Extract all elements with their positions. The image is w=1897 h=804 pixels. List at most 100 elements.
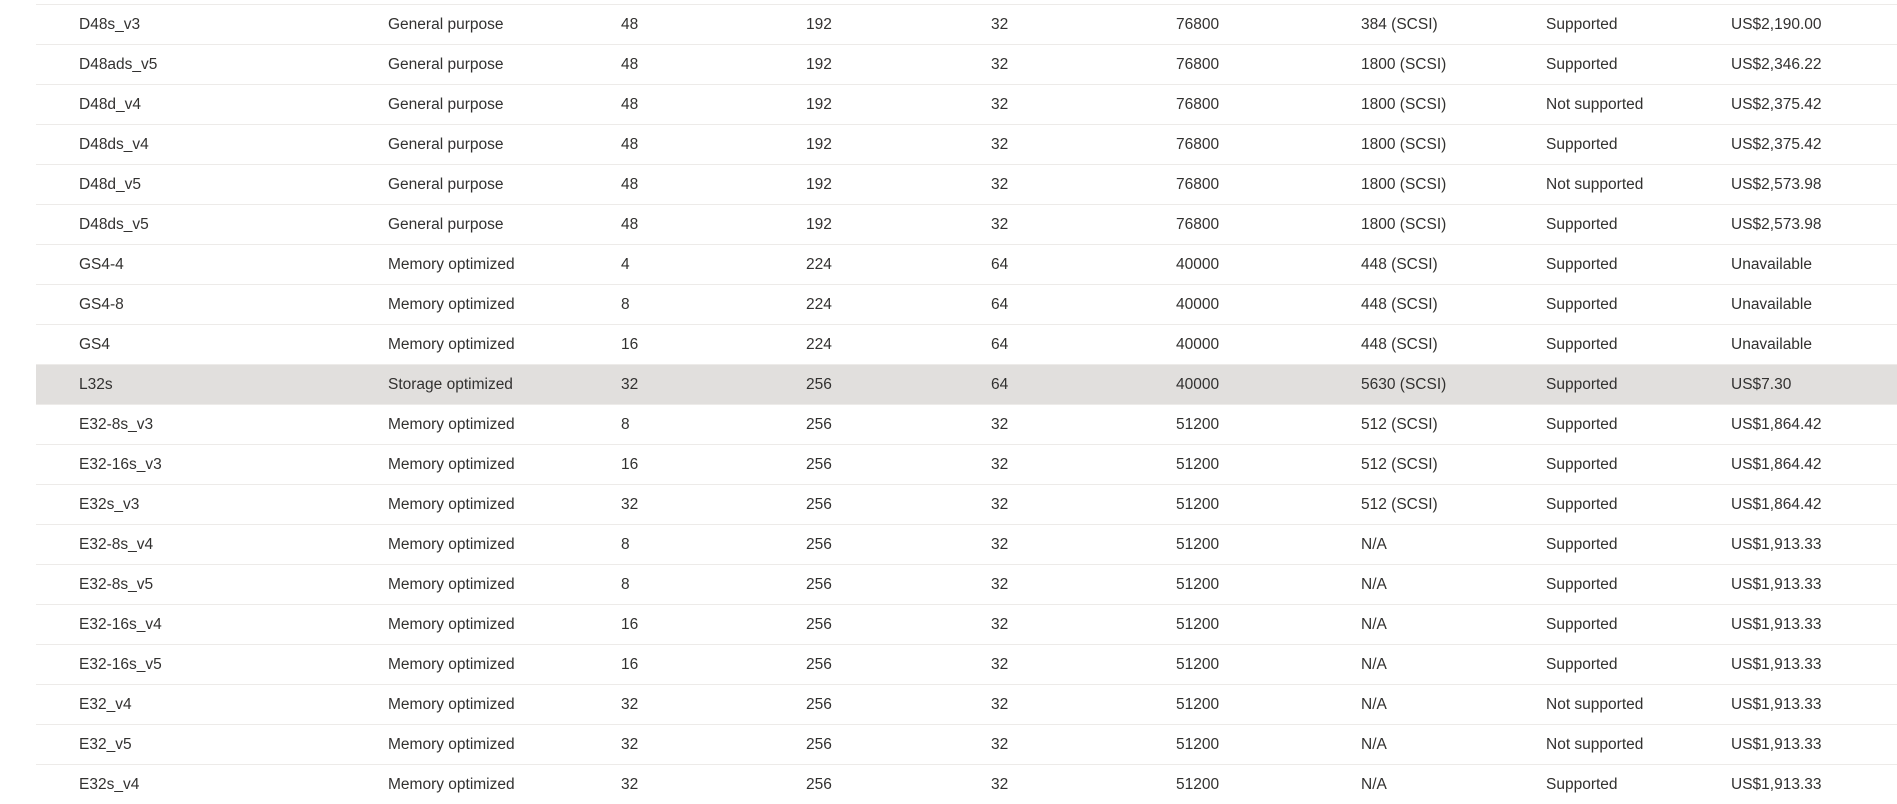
cell-vm-size: D48ds_v4 [79, 136, 149, 153]
cell-max-iops: 40000 [1176, 256, 1220, 273]
table-row[interactable]: D48ds_v5 General purpose 48 192 32 76800 1800 … [36, 204, 1897, 244]
table-row[interactable]: E32-16s_v3 Memory optimized 16 256 32 51200 51… [36, 444, 1897, 484]
cell-cost: US$2,375.42 [1731, 136, 1822, 153]
cell-cost: US$1,864.42 [1731, 456, 1822, 473]
table-row[interactable]: E32s_v3 Memory optimized 32 256 32 51200 512 (… [36, 484, 1897, 524]
cell-temp-storage: 512 (SCSI) [1361, 496, 1438, 513]
cell-cost: US$1,913.33 [1731, 696, 1822, 713]
table-row[interactable]: D48d_v4 General purpose 48 192 32 76800 1800 (… [36, 84, 1897, 124]
cell-cost: US$7.30 [1731, 376, 1792, 393]
cell-premium-disk: Supported [1546, 376, 1618, 393]
cell-family: Memory optimized [388, 576, 515, 593]
cell-data-disks: 32 [991, 56, 1009, 73]
cell-data-disks: 32 [991, 456, 1009, 473]
table-row[interactable]: D48d_v5 General purpose 48 192 32 76800 1800 (… [36, 164, 1897, 204]
cell-vm-size: E32-16s_v3 [79, 456, 162, 473]
cell-max-iops: 40000 [1176, 336, 1220, 353]
cell-vm-size: D48ads_v5 [79, 56, 158, 73]
cell-premium-disk: Supported [1546, 456, 1618, 473]
cell-cost: US$2,573.98 [1731, 176, 1822, 193]
cell-data-disks: 32 [991, 136, 1009, 153]
table-row[interactable]: E32-8s_v3 Memory optimized 8 256 32 51200 512 … [36, 404, 1897, 444]
cell-temp-storage: 1800 (SCSI) [1361, 216, 1447, 233]
cell-max-iops: 51200 [1176, 736, 1220, 753]
table-row[interactable]: GS4-8 Memory optimized 8 224 64 40000 448 (SCS… [36, 284, 1897, 324]
cell-premium-disk: Supported [1546, 216, 1618, 233]
cell-ram-gib: 192 [806, 56, 832, 73]
cell-max-iops: 51200 [1176, 576, 1220, 593]
cell-max-iops: 76800 [1176, 176, 1220, 193]
cell-premium-disk: Supported [1546, 656, 1618, 673]
cell-max-iops: 76800 [1176, 96, 1220, 113]
cell-vm-size: E32-8s_v4 [79, 536, 154, 553]
cell-ram-gib: 224 [806, 256, 832, 273]
cell-family: General purpose [388, 56, 504, 73]
cell-premium-disk: Supported [1546, 56, 1618, 73]
cell-family: Memory optimized [388, 616, 515, 633]
cell-vcpus: 48 [621, 216, 639, 233]
cell-max-iops: 40000 [1176, 296, 1220, 313]
cell-ram-gib: 256 [806, 736, 832, 753]
cell-cost: US$1,913.33 [1731, 536, 1822, 553]
cell-ram-gib: 256 [806, 776, 832, 793]
table-row[interactable]: L32s Storage optimized 32 256 64 40000 5630 (S… [36, 364, 1897, 404]
table-row[interactable]: E32_v5 Memory optimized 32 256 32 51200 N/A Not… [36, 724, 1897, 764]
table-row[interactable]: E32-8s_v5 Memory optimized 8 256 32 51200 N/A S… [36, 564, 1897, 604]
table-row[interactable]: E32-16s_v4 Memory optimized 16 256 32 51200 N/… [36, 604, 1897, 644]
cell-family: Memory optimized [388, 296, 515, 313]
cell-ram-gib: 256 [806, 416, 832, 433]
cell-data-disks: 32 [991, 176, 1009, 193]
table-row[interactable]: E32s_v4 Memory optimized 32 256 32 51200 N/A Su… [36, 764, 1897, 804]
cell-family: General purpose [388, 136, 504, 153]
cell-max-iops: 51200 [1176, 776, 1220, 793]
cell-max-iops: 51200 [1176, 616, 1220, 633]
cell-data-disks: 32 [991, 496, 1009, 513]
cell-vcpus: 48 [621, 176, 639, 193]
cell-family: Memory optimized [388, 496, 515, 513]
cell-data-disks: 32 [991, 416, 1009, 433]
table-row[interactable]: E32_v4 Memory optimized 32 256 32 51200 N/A Not… [36, 684, 1897, 724]
cell-data-disks: 32 [991, 696, 1009, 713]
cell-family: General purpose [388, 176, 504, 193]
table-row[interactable]: GS4 Memory optimized 16 224 64 40000 448 (SCSI… [36, 324, 1897, 364]
table-row[interactable]: D48ads_v5 General purpose 48 192 32 76800 1800… [36, 44, 1897, 84]
cell-vm-size: E32-16s_v5 [79, 656, 162, 673]
cell-family: Memory optimized [388, 256, 515, 273]
cell-ram-gib: 256 [806, 616, 832, 633]
cell-vcpus: 32 [621, 696, 639, 713]
cell-ram-gib: 192 [806, 176, 832, 193]
cell-data-disks: 32 [991, 616, 1009, 633]
cell-vcpus: 48 [621, 16, 639, 33]
cell-ram-gib: 192 [806, 216, 832, 233]
table-row[interactable]: D48ds_v4 General purpose 48 192 32 76800 1800 … [36, 124, 1897, 164]
cell-data-disks: 64 [991, 256, 1009, 273]
cell-temp-storage: 384 (SCSI) [1361, 16, 1438, 33]
cell-temp-storage: N/A [1361, 656, 1387, 673]
cell-max-iops: 51200 [1176, 656, 1220, 673]
table-row[interactable]: E32-16s_v5 Memory optimized 16 256 32 51200 N/… [36, 644, 1897, 684]
table-row[interactable]: E32-8s_v4 Memory optimized 8 256 32 51200 N/A S… [36, 524, 1897, 564]
cell-temp-storage: N/A [1361, 736, 1387, 753]
cell-ram-gib: 256 [806, 496, 832, 513]
cell-vcpus: 48 [621, 56, 639, 73]
cell-premium-disk: Not supported [1546, 96, 1644, 113]
cell-ram-gib: 256 [806, 576, 832, 593]
cell-vcpus: 32 [621, 776, 639, 793]
cell-vm-size: E32-8s_v3 [79, 416, 154, 433]
table-row[interactable]: D48s_v3 General purpose 48 192 32 76800 384 (S… [36, 4, 1897, 44]
table-row[interactable]: GS4-4 Memory optimized 4 224 64 40000 448 (SCS… [36, 244, 1897, 284]
cell-vcpus: 8 [621, 576, 630, 593]
cell-vm-size: GS4-8 [79, 296, 124, 313]
cell-vm-size: GS4-4 [79, 256, 124, 273]
cell-premium-disk: Supported [1546, 296, 1618, 313]
cell-max-iops: 51200 [1176, 536, 1220, 553]
cell-data-disks: 64 [991, 376, 1009, 393]
cell-premium-disk: Supported [1546, 136, 1618, 153]
cell-temp-storage: 5630 (SCSI) [1361, 376, 1447, 393]
cell-family: Memory optimized [388, 416, 515, 433]
cell-family: Memory optimized [388, 536, 515, 553]
cell-max-iops: 76800 [1176, 136, 1220, 153]
cell-family: Memory optimized [388, 696, 515, 713]
cell-vm-size: E32-16s_v4 [79, 616, 162, 633]
cell-premium-disk: Supported [1546, 576, 1618, 593]
